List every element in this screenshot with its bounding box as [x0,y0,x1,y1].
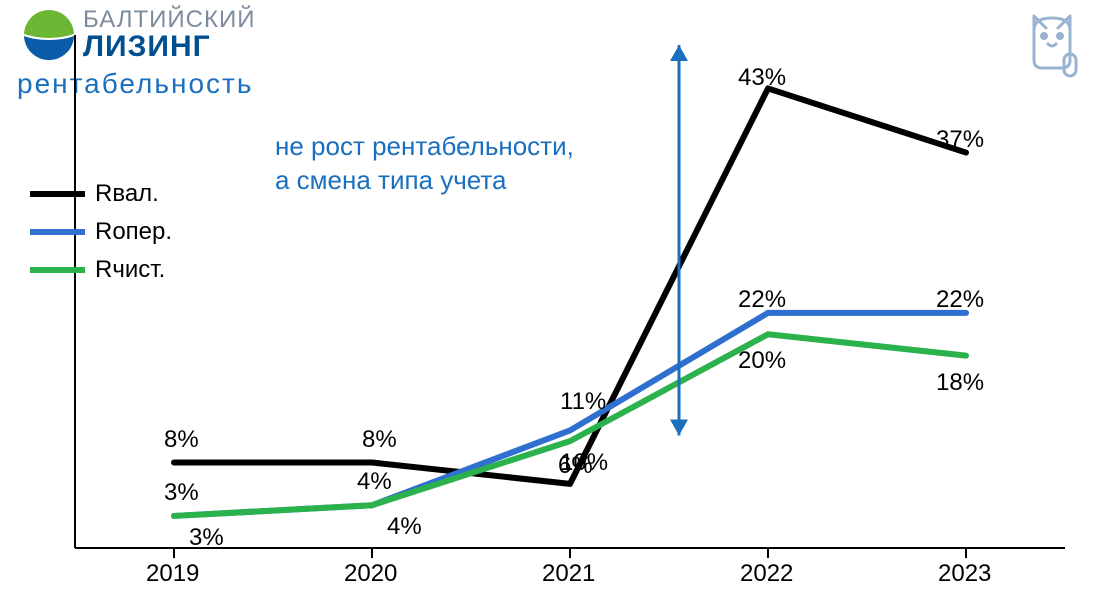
legend-label: Rчист. [95,256,165,284]
chart-legend: Rвал. Rопер. Rчист. [30,175,172,289]
data-label: 22% [936,286,984,314]
x-axis-label: 2021 [542,560,595,588]
data-label: 3% [164,479,199,507]
data-label: 4% [387,513,422,541]
data-label: 11% [560,388,606,416]
legend-item-rchist: Rчист. [30,251,172,289]
legend-item-roper: Rопер. [30,213,172,251]
data-label: 6% [558,452,593,480]
chart-annotation-text: не рост рентабельности, а смена типа уче… [275,130,574,198]
data-label: 43% [738,64,786,92]
legend-swatch [30,229,85,235]
legend-swatch [30,267,85,273]
x-axis-label: 2022 [740,560,793,588]
legend-swatch [30,191,85,197]
x-axis-label: 2020 [344,560,397,588]
legend-item-rval: Rвал. [30,175,172,213]
data-label: 22% [738,286,786,314]
data-label: 37% [936,126,984,154]
series-rchist [174,334,966,516]
x-axis-label: 2023 [938,560,991,588]
data-label: 8% [362,426,397,454]
data-label: 20% [738,347,786,375]
legend-label: Rопер. [95,218,172,246]
data-label: 3% [189,524,224,552]
data-label: 18% [936,369,984,397]
data-label: 4% [357,468,392,496]
legend-label: Rвал. [95,180,159,208]
x-axis-label: 2019 [146,560,199,588]
data-label: 8% [164,426,199,454]
